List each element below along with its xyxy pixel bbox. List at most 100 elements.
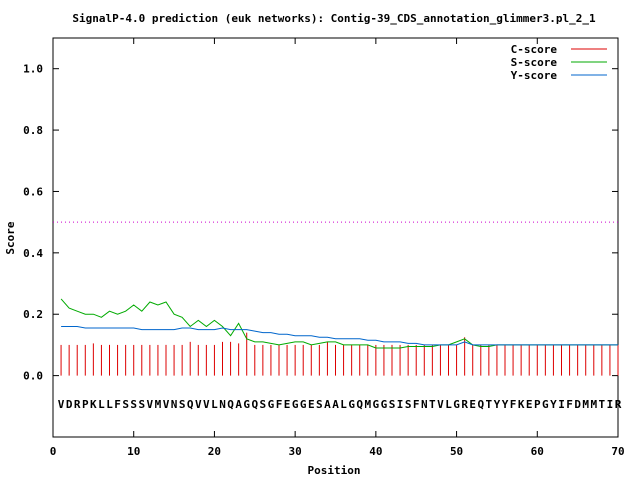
residue-letter: T [486, 398, 493, 411]
y-tick-label: 0.4 [23, 247, 43, 260]
residue-letter: G [542, 398, 549, 411]
residue-letter: V [195, 398, 202, 411]
residue-letter: R [615, 398, 622, 411]
residue-letter: P [82, 398, 89, 411]
residue-letter: D [66, 398, 73, 411]
residue-letter: Q [477, 398, 484, 411]
residue-letter: T [429, 398, 436, 411]
residue-letter: F [114, 398, 121, 411]
residue-letter: G [381, 398, 388, 411]
residue-letter: Q [187, 398, 194, 411]
residue-letter: I [607, 398, 614, 411]
residue-letter: G [453, 398, 460, 411]
residue-letter: Q [227, 398, 234, 411]
x-tick-label: 50 [450, 445, 463, 458]
residue-letter: G [292, 398, 299, 411]
x-tick-label: 40 [369, 445, 382, 458]
x-tick-label: 70 [611, 445, 624, 458]
x-axis-label: Position [308, 464, 361, 477]
residue-letter: N [171, 398, 178, 411]
residue-letter: L [340, 398, 347, 411]
residue-letter: E [284, 398, 291, 411]
residue-letter: P [534, 398, 541, 411]
x-tick-label: 20 [208, 445, 221, 458]
residue-letter: D [574, 398, 581, 411]
residue-letter: E [469, 398, 476, 411]
residue-letter: Q [356, 398, 363, 411]
plot-frame [52, 37, 619, 438]
residue-letter: T [599, 398, 606, 411]
residue-letter: L [211, 398, 218, 411]
series-layer [60, 298, 619, 376]
residue-letter: R [74, 398, 81, 411]
residue-letter: G [373, 398, 380, 411]
series-c-score [60, 332, 619, 376]
residue-letter: V [437, 398, 444, 411]
residue-letter: Y [550, 398, 557, 411]
y-tick-label: 0.0 [23, 370, 43, 383]
residue-letter: A [235, 398, 242, 411]
residue-letter: S [179, 398, 186, 411]
residue-letter: S [389, 398, 396, 411]
residue-letter: S [138, 398, 145, 411]
residue-letter: L [98, 398, 105, 411]
x-tick-label: 10 [127, 445, 140, 458]
y-tick-label: 1.0 [23, 63, 43, 76]
residue-letter: K [90, 398, 97, 411]
residue-letter: I [397, 398, 404, 411]
series-s-score [60, 298, 618, 349]
residue-letter: F [566, 398, 573, 411]
legend-label: S-score [511, 56, 558, 69]
residue-letter: S [130, 398, 137, 411]
residue-letter: M [155, 398, 162, 411]
series-y-score [61, 326, 618, 346]
y-tick-label: 0.2 [23, 308, 43, 321]
residue-letter: S [122, 398, 129, 411]
residue-letter: V [58, 398, 65, 411]
residue-letter: F [510, 398, 517, 411]
residue-letter: L [106, 398, 113, 411]
x-tick-label: 0 [50, 445, 57, 458]
residue-letter: V [147, 398, 154, 411]
residue-letter: Q [251, 398, 258, 411]
x-axis: 0 10 20 30 40 50 60 70 [50, 38, 625, 458]
residue-letter: E [526, 398, 533, 411]
residue-letter: E [308, 398, 315, 411]
residue-letter: Y [494, 398, 501, 411]
residue-letter: G [268, 398, 275, 411]
residue-letter: A [332, 398, 339, 411]
residue-letter: G [348, 398, 355, 411]
residue-letter: V [163, 398, 170, 411]
residue-letter: G [300, 398, 307, 411]
residue-letter: V [203, 398, 210, 411]
residue-letter: R [461, 398, 468, 411]
x-tick-label: 30 [289, 445, 302, 458]
y-score-line [61, 326, 618, 346]
residue-letter: S [405, 398, 412, 411]
y-axis: 0.0 0.2 0.4 0.6 0.8 1.0 [23, 63, 618, 383]
y-axis-label: Score [4, 221, 17, 254]
residue-letter: L [445, 398, 452, 411]
y-tick-label: 0.6 [23, 185, 43, 198]
residue-letter: Y [502, 398, 509, 411]
residue-letter: M [364, 398, 371, 411]
chart-title: SignalP-4.0 prediction (euk networks): C… [72, 12, 596, 25]
y-tick-label: 0.8 [23, 124, 43, 137]
residue-letter: N [219, 398, 226, 411]
s-score-line [60, 298, 618, 349]
residue-letter: A [324, 398, 331, 411]
residue-letter: F [413, 398, 420, 411]
x-tick-label: 60 [531, 445, 544, 458]
residue-letter: G [243, 398, 250, 411]
residue-letter: M [590, 398, 597, 411]
residue-letter: F [276, 398, 283, 411]
residue-letter: M [582, 398, 589, 411]
residue-letter: S [260, 398, 267, 411]
residue-letter: K [518, 398, 525, 411]
residue-letter: I [558, 398, 565, 411]
residue-letter: S [316, 398, 323, 411]
residue-letter: N [421, 398, 428, 411]
legend-label: C-score [511, 43, 558, 56]
